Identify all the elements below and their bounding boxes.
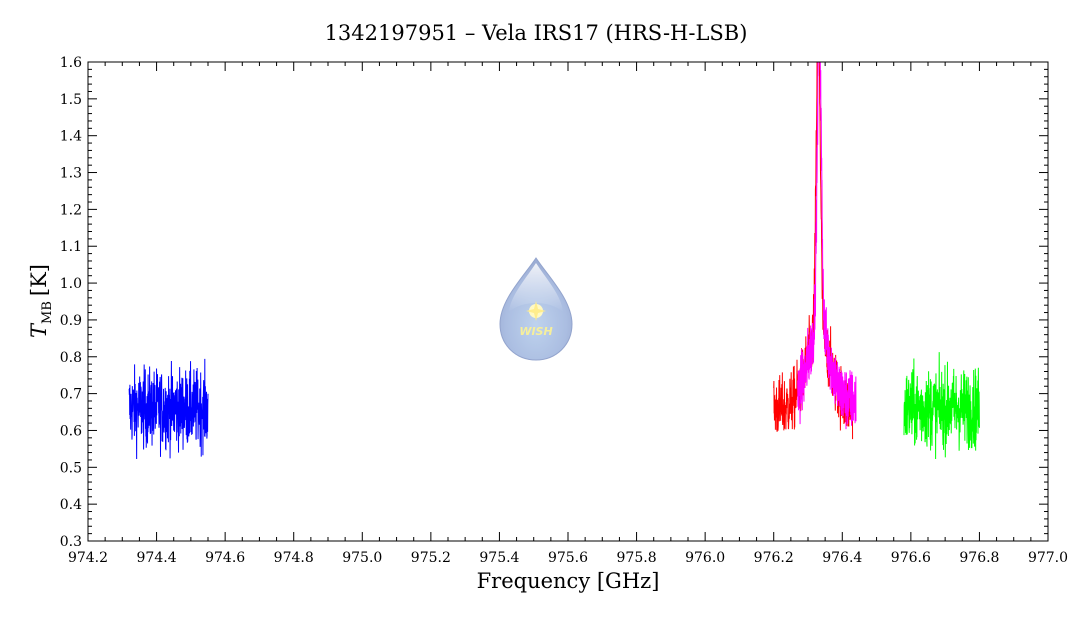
series-line-3 — [903, 352, 980, 459]
x-tick-label: 976.6 — [891, 550, 931, 566]
y-axis-label: TMB [K] — [27, 264, 55, 338]
y-axis-label-sub: MB — [40, 301, 55, 324]
x-tick-label: 974.6 — [205, 550, 245, 566]
x-tick-label: 976.0 — [685, 550, 725, 566]
x-tick-label: 976.2 — [754, 550, 794, 566]
series-line-0 — [128, 358, 209, 459]
y-tick-label: 1.2 — [60, 202, 82, 218]
x-tick-label: 975.6 — [548, 550, 588, 566]
y-axis-label-main: T — [27, 322, 51, 338]
y-tick-label: 1.1 — [60, 239, 82, 255]
y-tick-label: 0.6 — [60, 423, 82, 439]
y-tick-label: 0.9 — [60, 313, 82, 329]
y-tick-label: 0.3 — [60, 534, 82, 550]
wish-logo-text: WISH — [519, 325, 552, 338]
x-axis-label: Frequency [GHz] — [477, 569, 660, 593]
x-tick-label: 975.4 — [479, 550, 519, 566]
y-tick-label: 1.4 — [60, 129, 82, 145]
x-tick-label: 977.0 — [1028, 550, 1068, 566]
x-tick-label: 975.0 — [342, 550, 382, 566]
x-tick-label: 974.8 — [274, 550, 314, 566]
y-tick-label: 1.5 — [60, 92, 82, 108]
x-tick-label: 975.2 — [411, 550, 451, 566]
y-tick-label: 0.7 — [60, 387, 82, 403]
x-tick-label: 974.2 — [68, 550, 108, 566]
y-tick-label: 0.5 — [60, 460, 82, 476]
wish-logo: WISH — [499, 257, 573, 361]
y-tick-label: 1.0 — [60, 276, 82, 292]
y-tick-label: 0.4 — [60, 497, 82, 513]
x-tick-label: 974.4 — [137, 550, 177, 566]
y-tick-label: 0.8 — [60, 350, 82, 366]
series-line-2 — [797, 62, 857, 430]
x-tick-label: 975.8 — [617, 550, 657, 566]
plot-frame — [87, 61, 1049, 542]
y-axis-label-unit: [K] — [27, 264, 51, 296]
y-tick-label: 1.6 — [60, 55, 82, 71]
chart-title: 1342197951 – Vela IRS17 (HRS-H-LSB) — [325, 21, 748, 45]
x-tick-label: 976.8 — [959, 550, 999, 566]
x-tick-label: 976.4 — [822, 550, 862, 566]
y-tick-label: 1.3 — [60, 166, 82, 182]
